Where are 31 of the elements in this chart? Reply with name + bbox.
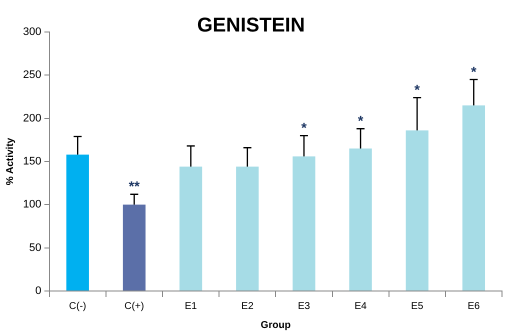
- chart-title: GENISTEIN: [197, 14, 305, 37]
- annotation: **: [128, 178, 140, 194]
- annotation: *: [358, 112, 364, 129]
- x-tick-label: C(+): [124, 300, 144, 312]
- y-tick-label: 250: [22, 69, 42, 82]
- annotation: *: [414, 81, 420, 98]
- bar: [349, 148, 372, 290]
- y-tick-label: 100: [22, 198, 42, 211]
- x-tick-label: E4: [354, 300, 368, 312]
- y-tick-label: 300: [22, 26, 42, 38]
- y-axis-title: % Activity: [4, 137, 16, 186]
- x-tick-label: E3: [298, 300, 311, 312]
- bar: [236, 166, 259, 290]
- x-tick-label: E5: [411, 300, 424, 312]
- y-tick-label: 200: [22, 112, 42, 124]
- y-tick-label: 0: [35, 285, 42, 298]
- x-tick-label: E2: [241, 300, 254, 312]
- bar: [122, 204, 146, 290]
- y-tick-label: 50: [29, 242, 42, 254]
- y-tick-label: 150: [22, 156, 42, 168]
- bar: [66, 154, 89, 290]
- x-tick-label: C(-): [69, 300, 86, 312]
- x-tick-label: E1: [184, 300, 198, 312]
- annotation: *: [470, 63, 477, 80]
- bar: [292, 156, 316, 290]
- x-axis-title: Group: [260, 320, 291, 331]
- bar: [462, 105, 486, 290]
- bar: [179, 166, 202, 290]
- bar: [406, 130, 428, 290]
- x-tick-label: E6: [468, 300, 480, 312]
- annotation: *: [301, 119, 308, 136]
